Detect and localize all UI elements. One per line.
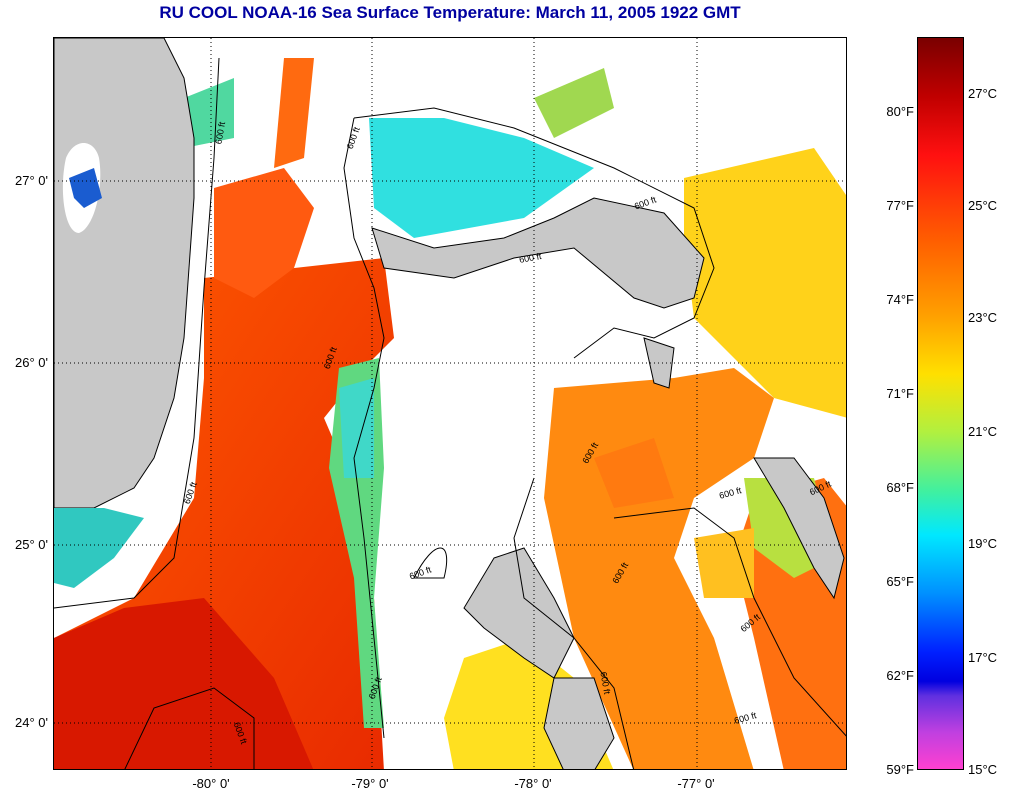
yellow-region-east — [684, 148, 846, 418]
colorbar-c-label: 15°C — [968, 762, 998, 777]
colorbar-c-label: 23°C — [968, 310, 998, 325]
lon-label-78: -78° 0' — [514, 776, 552, 791]
lat-label-25: 25° 0' — [15, 537, 48, 552]
temperature-colorbar — [917, 37, 964, 770]
colorbar-f-label: 74°F — [886, 292, 914, 307]
colorbar-f-label: 59°F — [886, 762, 914, 777]
lat-label-26: 26° 0' — [15, 355, 48, 370]
isobath-west-bank — [343, 117, 385, 739]
lat-label-24: 24° 0' — [15, 715, 48, 730]
colorbar-c-label: 21°C — [968, 424, 998, 439]
hot-region — [54, 598, 314, 769]
isobath-florida — [54, 57, 220, 609]
colorbar-c-label: 19°C — [968, 536, 998, 551]
graticule — [54, 38, 846, 769]
colorbar-f-label: 65°F — [886, 574, 914, 589]
cold-bank-region — [369, 118, 594, 238]
colorbar-f-label: 62°F — [886, 668, 914, 683]
colorbar-c-label: 25°C — [968, 198, 998, 213]
colorbar-f-label: 68°F — [886, 480, 914, 495]
colorbar-gradient — [918, 38, 963, 769]
eleuthera-land — [753, 457, 845, 600]
colorbar-c-label: 27°C — [968, 86, 998, 101]
lon-label-80: -80° 0' — [192, 776, 230, 791]
sst-map[interactable]: 600 ft 600 ft 600 ft 600 ft 600 ft 600 f… — [53, 37, 847, 770]
lat-label-27: 27° 0' — [15, 173, 48, 188]
colorbar-c-label: 17°C — [968, 650, 998, 665]
colorbar-f-label: 71°F — [886, 386, 914, 401]
lon-label-77: -77° 0' — [677, 776, 715, 791]
lon-label-79: -79° 0' — [351, 776, 389, 791]
colorbar-f-label: 80°F — [886, 104, 914, 119]
sst-map-canvas — [54, 38, 846, 769]
colorbar-f-label: 77°F — [886, 198, 914, 213]
map-title: RU COOL NOAA-16 Sea Surface Temperature:… — [159, 3, 741, 22]
grand-bahama-land — [371, 197, 705, 309]
